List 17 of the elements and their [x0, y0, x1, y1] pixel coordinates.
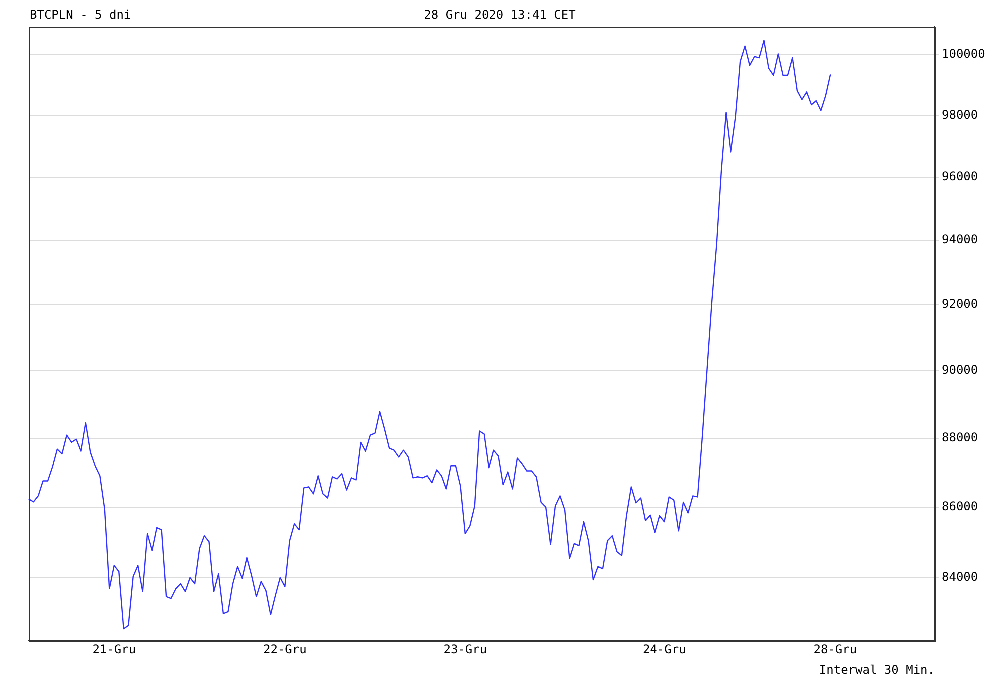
y-tick-label: 90000 [942, 363, 978, 378]
x-tick-label: 23-Gru [444, 642, 488, 656]
x-tick-label: 22-Gru [263, 642, 307, 656]
y-tick-label: 84000 [942, 570, 978, 584]
y-tick-label: 88000 [942, 430, 978, 444]
y-tick-label: 92000 [942, 297, 978, 312]
y-tick-label: 94000 [942, 232, 978, 247]
y-tick-label: 96000 [942, 170, 978, 184]
y-tick-label: 100000 [942, 47, 986, 62]
x-tick-label: 24-Gru [642, 642, 686, 656]
y-tick-label: 98000 [942, 108, 978, 122]
x-tick-label: 28-Gru [814, 642, 858, 656]
y-tick-label: 86000 [942, 499, 978, 514]
chart-subtitle: 28 Gru 2020 13:41 CET [424, 8, 576, 22]
chart-title: BTCPLN - 5 dni [30, 8, 132, 22]
text: Interwal 30 Min. [819, 663, 935, 677]
x-tick-label: 21-Gru [92, 642, 136, 656]
